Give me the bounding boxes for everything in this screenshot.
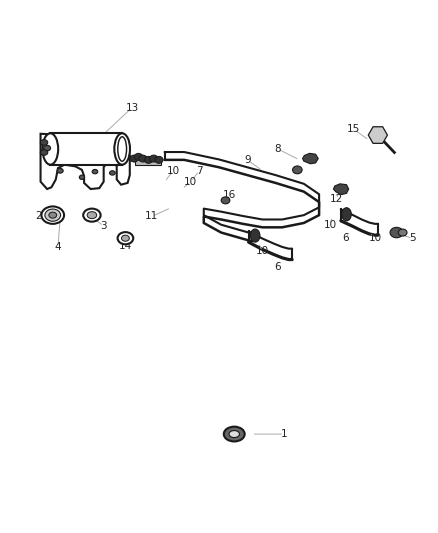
Text: 14: 14 [119, 240, 132, 251]
Ellipse shape [118, 137, 127, 161]
Bar [135, 158, 161, 165]
Text: 4: 4 [55, 242, 61, 252]
Text: 9: 9 [244, 155, 251, 165]
Ellipse shape [42, 206, 64, 224]
Text: 16: 16 [223, 190, 237, 200]
Ellipse shape [145, 156, 152, 163]
Ellipse shape [44, 146, 50, 151]
Text: 11: 11 [145, 212, 158, 221]
Ellipse shape [49, 212, 57, 218]
Text: 8: 8 [275, 144, 281, 154]
Text: 10: 10 [369, 233, 382, 243]
Ellipse shape [45, 209, 60, 221]
Ellipse shape [229, 431, 240, 438]
Ellipse shape [42, 133, 58, 165]
Text: 10: 10 [323, 220, 336, 230]
Ellipse shape [114, 133, 130, 165]
Text: 6: 6 [342, 233, 349, 243]
Text: 5: 5 [410, 233, 416, 243]
Ellipse shape [121, 235, 129, 241]
Text: 12: 12 [330, 194, 343, 204]
Text: 3: 3 [100, 221, 107, 231]
Ellipse shape [83, 208, 101, 222]
Ellipse shape [117, 232, 133, 244]
Polygon shape [333, 184, 349, 195]
Polygon shape [303, 154, 318, 164]
Bar [50, 133, 122, 165]
Ellipse shape [139, 155, 147, 162]
Text: 6: 6 [275, 262, 281, 272]
Text: 2: 2 [35, 212, 42, 221]
Ellipse shape [110, 171, 115, 175]
Text: 10: 10 [184, 176, 197, 187]
Text: 10: 10 [256, 246, 269, 256]
Ellipse shape [130, 155, 138, 162]
Text: 7: 7 [196, 166, 203, 176]
Ellipse shape [293, 166, 302, 174]
Text: 15: 15 [347, 124, 360, 134]
Polygon shape [41, 134, 130, 189]
Ellipse shape [398, 229, 407, 236]
Ellipse shape [342, 208, 351, 221]
Ellipse shape [155, 156, 163, 163]
Ellipse shape [40, 140, 48, 146]
Ellipse shape [221, 197, 230, 204]
Ellipse shape [40, 150, 48, 155]
Text: 1: 1 [281, 429, 288, 439]
Ellipse shape [57, 168, 63, 173]
Ellipse shape [87, 212, 97, 219]
Ellipse shape [92, 169, 98, 174]
Ellipse shape [224, 426, 245, 441]
Ellipse shape [150, 155, 158, 162]
Ellipse shape [390, 228, 403, 238]
Text: 10: 10 [167, 166, 180, 176]
Ellipse shape [79, 175, 85, 180]
Ellipse shape [251, 229, 260, 242]
Text: 13: 13 [125, 103, 138, 112]
Ellipse shape [134, 154, 143, 160]
